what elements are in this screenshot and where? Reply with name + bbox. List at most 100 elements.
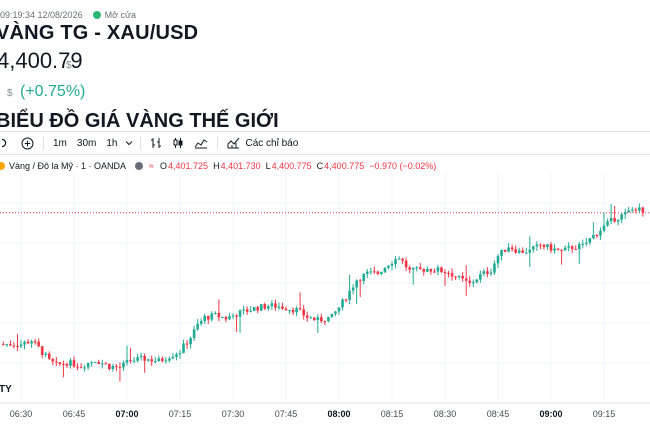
candle-body [79, 367, 83, 369]
indicators-button[interactable]: Các chỉ báo [222, 133, 303, 153]
candle-body [532, 246, 535, 250]
candle-body [192, 329, 196, 339]
area-style-button[interactable] [189, 133, 213, 153]
candle-body [83, 367, 86, 369]
time-tick-label: 06:30 [10, 409, 33, 419]
symbol-search-button[interactable] [0, 133, 10, 153]
candle-body [471, 282, 475, 284]
candle-body [242, 309, 245, 311]
candle-body [486, 271, 489, 274]
candle-body [274, 303, 277, 308]
candle-body [570, 246, 574, 249]
candle-body [203, 316, 207, 322]
candle-body [72, 360, 76, 367]
candle-body [355, 280, 358, 288]
candle-body [521, 250, 525, 253]
candle-body [369, 271, 373, 273]
candle-body [408, 267, 411, 270]
time-tick-label: 07:30 [222, 409, 245, 419]
candle-body [256, 307, 260, 311]
candle-body [468, 280, 472, 283]
symbol-description: Vàng / Đô la Mỹ · 1 · OANDA [9, 161, 127, 171]
candle-body [122, 362, 125, 368]
candle-body [231, 315, 235, 317]
candle-body [556, 248, 560, 250]
candle-body [245, 309, 249, 312]
candle-body [602, 225, 606, 231]
bar-style-button[interactable] [145, 133, 167, 153]
price-chart[interactable]: 06:30 06:45 07:00 07:15 07:30 07:45 08:00 08:15… [0, 173, 650, 433]
candle-body [609, 218, 613, 222]
toolbar-divider [43, 136, 44, 150]
candle-body [30, 341, 33, 344]
watermark-fragment: TY [0, 384, 12, 395]
candle-body [100, 363, 104, 365]
candle-body [365, 271, 369, 275]
change-percent: (+0.75%) [20, 83, 86, 100]
candle-body [380, 272, 383, 275]
candle-body [429, 269, 433, 272]
candle-body [613, 218, 616, 222]
candle-body [44, 353, 48, 355]
legend-high-label: H [213, 161, 220, 171]
candle-body [26, 341, 30, 344]
candle-body [351, 287, 355, 291]
candle-style-button[interactable] [167, 133, 189, 153]
candle-body [577, 244, 581, 250]
candle-body [433, 271, 436, 273]
candle-body [426, 269, 429, 272]
interval-1m-button[interactable]: 1m [53, 137, 67, 149]
candle-body [641, 207, 645, 213]
candle-body [401, 258, 404, 261]
candle-body [132, 360, 136, 362]
candle-body [5, 344, 9, 346]
visibility-icon[interactable] [135, 162, 144, 170]
candle-body [585, 242, 588, 244]
candle-body [139, 355, 143, 358]
candle-body [447, 272, 450, 274]
candle-body [507, 247, 510, 252]
candle-body [47, 353, 51, 359]
candle-body [65, 364, 69, 366]
candle-body [411, 267, 415, 270]
candle-body [394, 259, 397, 265]
candle-body [479, 274, 482, 280]
candle-body [157, 358, 161, 362]
candle-body [291, 309, 295, 313]
candle-body [567, 246, 570, 248]
interval-1h-button[interactable]: 1h [106, 137, 118, 149]
candle-body [390, 264, 394, 266]
time-tick-label: 08:00 [327, 409, 350, 419]
timestamp: 09:19:34 12/08/2026 [0, 10, 83, 20]
candle-body [153, 361, 157, 363]
candle-body [146, 359, 150, 361]
chart-toolbar: 1m 30m 1h [0, 131, 650, 155]
candle-body [500, 249, 503, 256]
candle-body [210, 313, 214, 320]
candle-body [86, 362, 90, 368]
candle-body [418, 267, 422, 269]
interval-dropdown[interactable] [122, 133, 136, 153]
candle-body [517, 250, 521, 253]
candle-body [55, 361, 58, 363]
status-row: 09:19:34 12/08/2026 Mở cửa [0, 8, 136, 22]
candle-body [16, 345, 19, 347]
candle-body [581, 243, 585, 245]
candle-body [171, 356, 175, 359]
time-tick-label: 07:00 [115, 409, 138, 419]
interval-30m-button[interactable]: 30m [76, 137, 97, 149]
candle-body [249, 310, 252, 312]
candle-body [542, 244, 546, 248]
candle-body [330, 313, 334, 317]
candle-body [295, 308, 298, 313]
candle-body [97, 362, 101, 365]
compare-button[interactable] [16, 133, 39, 153]
candle-body [397, 258, 401, 260]
candle-body [376, 271, 380, 275]
candle-body [464, 278, 468, 281]
candle-body [178, 352, 182, 355]
candle-body [630, 209, 634, 211]
legend-close-value: 4,400.775 [324, 161, 365, 171]
candle-body [312, 317, 316, 321]
candle-body [344, 299, 348, 301]
